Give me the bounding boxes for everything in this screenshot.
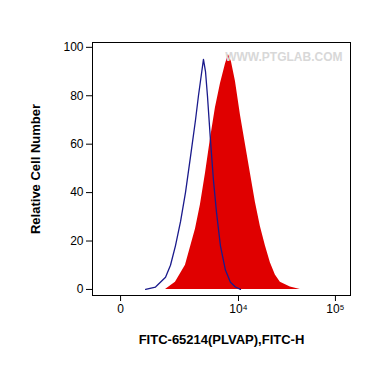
svg-text:60: 60	[70, 137, 84, 151]
svg-text:WWW.PTGLAB.COM: WWW.PTGLAB.COM	[225, 50, 342, 64]
svg-text:100: 100	[63, 40, 83, 54]
svg-text:20: 20	[70, 234, 84, 248]
svg-text:0: 0	[117, 302, 124, 316]
svg-text:80: 80	[70, 89, 84, 103]
svg-text:10⁵: 10⁵	[326, 302, 344, 316]
svg-text:0: 0	[77, 282, 84, 296]
svg-text:FITC-65214(PLVAP),FITC-H: FITC-65214(PLVAP),FITC-H	[139, 332, 305, 347]
svg-text:Relative Cell Number: Relative Cell Number	[28, 104, 43, 234]
svg-text:10⁴: 10⁴	[229, 302, 248, 316]
svg-text:40: 40	[70, 185, 84, 199]
